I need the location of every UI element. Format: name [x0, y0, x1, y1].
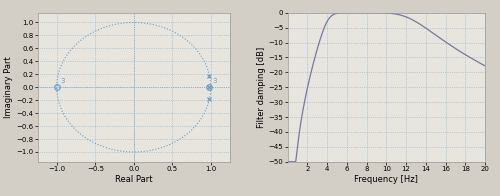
- Text: 3: 3: [60, 78, 65, 84]
- X-axis label: Real Part: Real Part: [115, 175, 152, 184]
- Text: 3: 3: [212, 78, 217, 84]
- Y-axis label: Imaginary Part: Imaginary Part: [4, 56, 14, 118]
- X-axis label: Frequency [Hz]: Frequency [Hz]: [354, 175, 418, 184]
- Y-axis label: Filter damping [dB]: Filter damping [dB]: [256, 47, 266, 128]
